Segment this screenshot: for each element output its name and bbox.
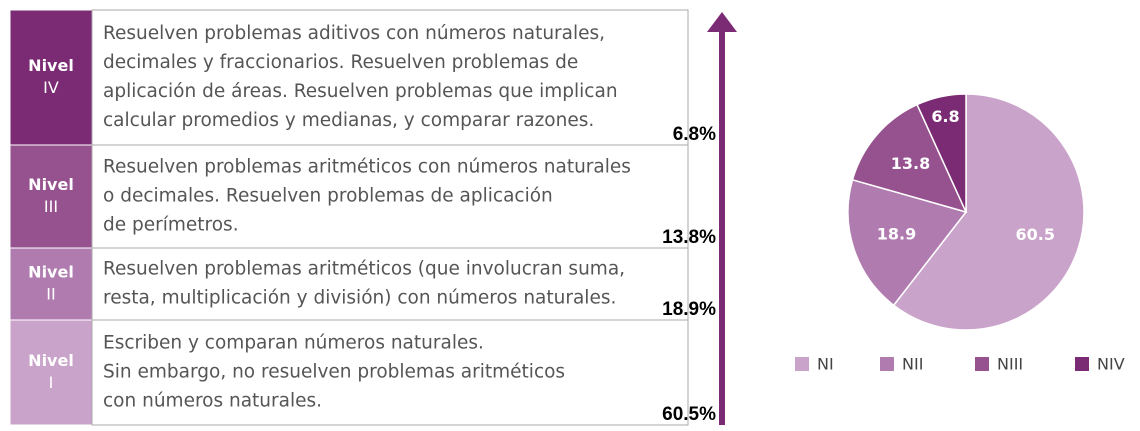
description-line: Sin embargo, no resuelven problemas arit… <box>103 362 565 383</box>
legend-swatch <box>795 357 809 371</box>
pie-chart: 60.5 18.9 13.8 6.8 NI NII NIII NIV <box>795 93 1125 374</box>
description-line: calcular promedios y medianas, y compara… <box>103 110 594 131</box>
level-label: Nivel <box>28 56 74 75</box>
pie-slice <box>851 103 968 214</box>
description-line: Resuelven problemas aditivos con números… <box>103 23 605 44</box>
level-label: Nivel <box>28 263 74 282</box>
legend-swatch <box>880 357 894 371</box>
level-cell <box>9 9 93 146</box>
level-roman: IV <box>43 78 59 97</box>
description-line: de perímetros. <box>103 215 239 236</box>
level-label: Nivel <box>28 175 74 194</box>
description-line: Resuelven problemas aritméticos (que inv… <box>103 259 625 280</box>
legend-swatch <box>975 357 989 371</box>
slice-label: 18.9 <box>877 224 916 243</box>
level-roman: I <box>49 373 54 392</box>
slice-label: 13.8 <box>891 154 930 173</box>
level-cell <box>9 144 93 249</box>
description-line: o decimales. Resuelven problemas de apli… <box>103 186 553 207</box>
level-percent: 18.9% <box>662 299 716 320</box>
description-line: Escriben y comparan números naturales. <box>103 333 484 354</box>
level-roman: II <box>46 285 55 304</box>
level-roman: III <box>44 197 58 216</box>
description-cell <box>91 247 689 321</box>
legend-label: NIV <box>1097 355 1125 374</box>
pie-slice <box>847 178 968 307</box>
legend-label: NI <box>817 355 834 374</box>
pie-slice <box>916 93 967 213</box>
description-line: resta, multiplicación y división) con nú… <box>103 288 616 309</box>
level-cell <box>9 319 93 426</box>
description-cell <box>91 144 689 249</box>
level-percent: 13.8% <box>662 227 716 248</box>
levels-table: Nivel IV Resuelven problemas aditivos con … <box>9 9 716 426</box>
description-line: decimales y fraccionarios. Resuelven pro… <box>103 52 578 73</box>
description-line: con números naturales. <box>103 391 322 412</box>
legend-label: NII <box>902 355 923 374</box>
slice-label: 60.5 <box>1015 225 1054 244</box>
legend-swatch <box>1075 357 1089 371</box>
level-label: Nivel <box>28 351 74 370</box>
slice-label: 6.8 <box>931 107 959 126</box>
level-percent: 6.8% <box>673 124 716 145</box>
pie-slice <box>892 93 1085 331</box>
description-cell <box>91 319 689 426</box>
level-percent: 60.5% <box>662 404 716 425</box>
description-line: Resuelven problemas aritméticos con núme… <box>103 157 631 178</box>
legend-label: NIII <box>997 355 1023 374</box>
description-cell <box>91 9 689 146</box>
level-cell <box>9 247 93 321</box>
description-line: aplicación de áreas. Resuelven problemas… <box>103 81 618 102</box>
arrow-head <box>707 12 737 32</box>
